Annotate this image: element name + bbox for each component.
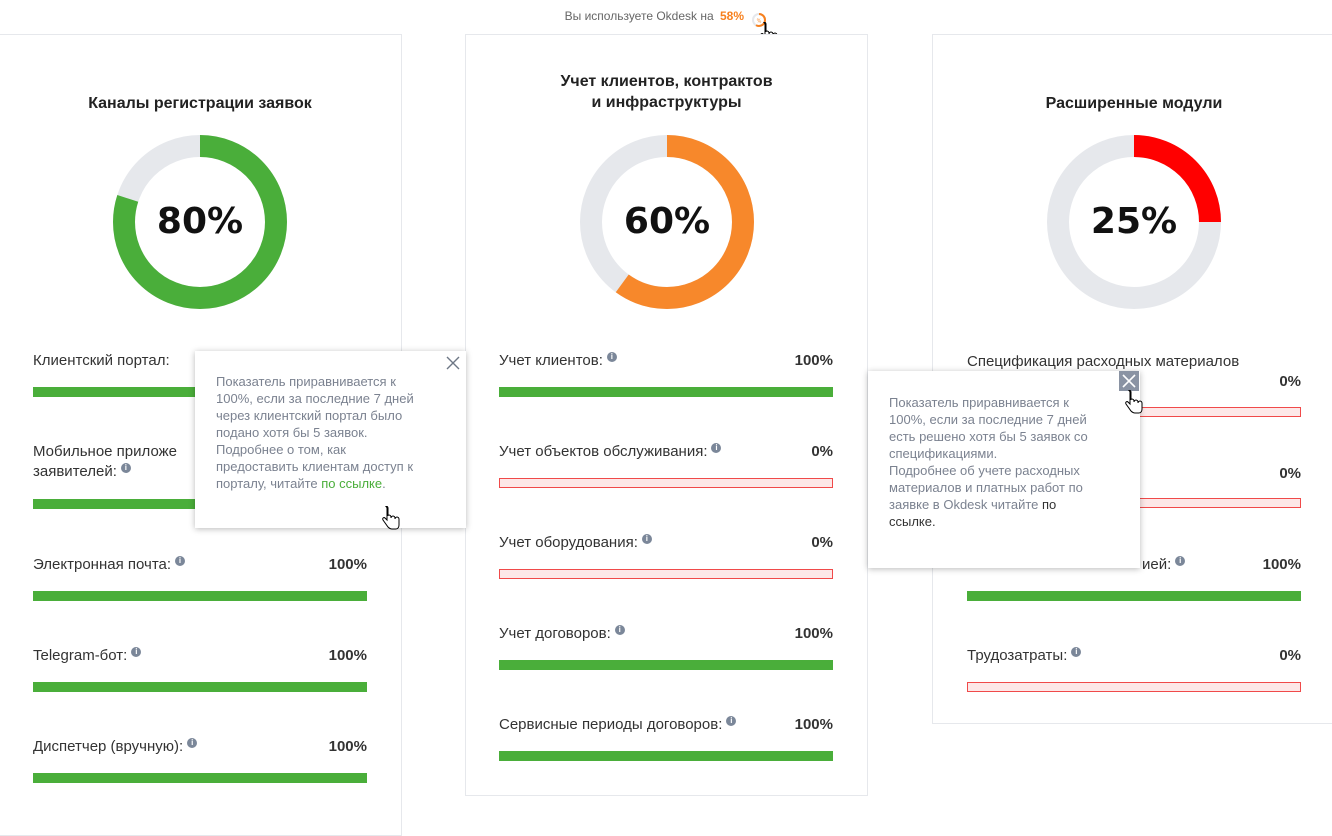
info-icon[interactable]: i <box>641 534 652 544</box>
metric-clients: Учет клиентов: i 100% <box>499 351 833 397</box>
metric-label: ией: <box>1142 556 1172 573</box>
info-icon[interactable]: i <box>726 716 737 726</box>
card-title-line2: и инфраструктуры <box>591 94 742 111</box>
tooltip-line: есть решено хотя бы 5 заявок со <box>889 429 1088 444</box>
metric-value: 100% <box>794 625 833 642</box>
tooltip-line: предоставить клиентам доступ к <box>216 459 414 474</box>
percent-ring-icon[interactable]: % <box>751 8 767 27</box>
metric-label-line1: Мобильное приложе <box>33 443 177 460</box>
metric-service-objects: Учет объектов обслуживания: i 0% <box>499 442 833 488</box>
metric-bar <box>499 569 833 579</box>
metric-label: Учет оборудования: <box>499 534 638 551</box>
metric-value: 100% <box>794 352 833 369</box>
metric-labor-costs: Трудозатраты: i 0% <box>967 646 1301 692</box>
tooltip-line: материалов и платных работ по <box>889 480 1083 495</box>
metric-value: 100% <box>328 556 367 573</box>
metric-dispatcher: Диспетчер (вручную): i 100% <box>33 737 367 783</box>
tooltip-client-portal: Показатель приравнивается к 100%, если з… <box>195 351 466 528</box>
tooltip-line: через клиентский портал было <box>216 408 403 423</box>
tooltip-line: подано хотя бы 5 заявок. <box>216 425 368 440</box>
metric-value: 100% <box>328 738 367 755</box>
metric-value: 0% <box>1279 373 1301 390</box>
metric-bar <box>967 682 1301 692</box>
metric-label: Клиентский портал: <box>33 352 170 369</box>
info-icon[interactable]: i <box>187 738 198 748</box>
usage-summary-text: Вы используете Okdesk на <box>564 9 714 23</box>
metric-label: Учет объектов обслуживания: <box>499 443 708 460</box>
ring-percent-label: 80% <box>156 201 244 242</box>
card-title: Каналы регистрации заявок <box>88 95 312 112</box>
metric-label: Диспетчер (вручную): <box>33 738 184 755</box>
close-icon[interactable] <box>444 354 462 372</box>
tooltip-spec-link-cont[interactable]: ссылке. <box>889 514 936 529</box>
metric-label: Учет договоров: <box>499 625 611 642</box>
metric-value: 0% <box>1279 465 1301 482</box>
tooltip-portal-link[interactable]: по ссылке <box>321 476 383 491</box>
metric-equipment: Учет оборудования: i 0% <box>499 533 833 579</box>
tooltip-line: Подробнее о том, как <box>216 442 346 457</box>
progress-ring: 60% <box>579 134 755 310</box>
metric-spec-materials: Спецификация расходных материалов 0% <box>967 352 1301 417</box>
close-icon[interactable] <box>1119 371 1139 391</box>
metric-bar <box>499 751 833 761</box>
tooltip-line: . <box>382 476 386 491</box>
usage-summary: Вы используете Okdesk на 58% % <box>0 0 1332 32</box>
metric-label: Учет клиентов: <box>499 352 603 369</box>
metric-label: Трудозатраты: <box>967 647 1068 664</box>
info-icon[interactable]: i <box>1175 556 1186 566</box>
metric-bar <box>33 773 367 783</box>
metric-label: Спецификация расходных материалов <box>967 353 1240 370</box>
metric-value: 0% <box>811 443 833 460</box>
metric-price-lists: ией: i 100% <box>967 555 1301 601</box>
metric-bar <box>33 682 367 692</box>
metric-contracts: Учет договоров: i 100% <box>499 624 833 670</box>
metric-bar <box>499 660 833 670</box>
progress-ring: 80% <box>112 134 288 310</box>
metric-value: 100% <box>794 716 833 733</box>
metric-service-periods: Сервисные периоды договоров: i 100% <box>499 715 833 761</box>
tooltip-line: Показатель приравнивается к <box>889 395 1069 410</box>
card-title: Учет клиентов, контрактов и инфраструкту… <box>466 71 867 113</box>
metric-telegram: Telegram-бот: i 100% <box>33 646 367 692</box>
progress-ring: 25% <box>1046 134 1222 310</box>
info-icon[interactable]: i <box>131 647 142 657</box>
tooltip-line: заявке в Okdesk читайте <box>889 497 1042 512</box>
card-title-line1: Учет клиентов, контрактов <box>560 73 773 90</box>
info-icon[interactable]: i <box>711 443 722 453</box>
metric-bar <box>499 478 833 488</box>
usage-summary-percent: 58% <box>720 9 745 23</box>
metric-label: Telegram-бот: <box>33 647 128 664</box>
metric-label: Сервисные периоды договоров: <box>499 716 723 733</box>
info-icon[interactable]: i <box>1071 647 1082 657</box>
tooltip-line: порталу, читайте <box>216 476 322 491</box>
card-title: Расширенные модули <box>1045 95 1223 112</box>
metric-email: Электронная почта: i 100% <box>33 555 367 601</box>
metric-value: 0% <box>1279 647 1301 664</box>
metric-label-line2: заявителей: <box>33 463 117 480</box>
tooltip-line: 100%, если за последние 7 дней <box>889 412 1087 427</box>
metric-bar <box>499 387 833 397</box>
info-icon[interactable]: i <box>614 625 625 635</box>
svg-text:%: % <box>757 18 762 24</box>
tooltip-specification: Показатель приравнивается к 100%, если з… <box>868 371 1140 568</box>
metric-bar <box>33 591 367 601</box>
tooltip-line: 100%, если за последние 7 дней <box>216 391 414 406</box>
metric-value: 100% <box>328 647 367 664</box>
card-clients-contracts: Учет клиентов, контрактов и инфраструкту… <box>465 34 868 796</box>
tooltip-spec-link[interactable]: по <box>1042 497 1057 512</box>
metric-label: Электронная почта: <box>33 556 172 573</box>
metric-value: 0% <box>811 534 833 551</box>
ring-percent-label: 60% <box>623 201 711 242</box>
metric-value: 100% <box>1262 556 1301 573</box>
tooltip-line: спецификациями. <box>889 446 998 461</box>
info-icon[interactable]: i <box>120 463 131 473</box>
ring-percent-label: 25% <box>1090 201 1178 242</box>
info-icon[interactable]: i <box>606 352 617 362</box>
tooltip-line: Показатель приравнивается к <box>216 374 396 389</box>
metric-bar <box>967 591 1301 601</box>
info-icon[interactable]: i <box>175 556 186 566</box>
tooltip-line: Подробнее об учете расходных <box>889 463 1080 478</box>
